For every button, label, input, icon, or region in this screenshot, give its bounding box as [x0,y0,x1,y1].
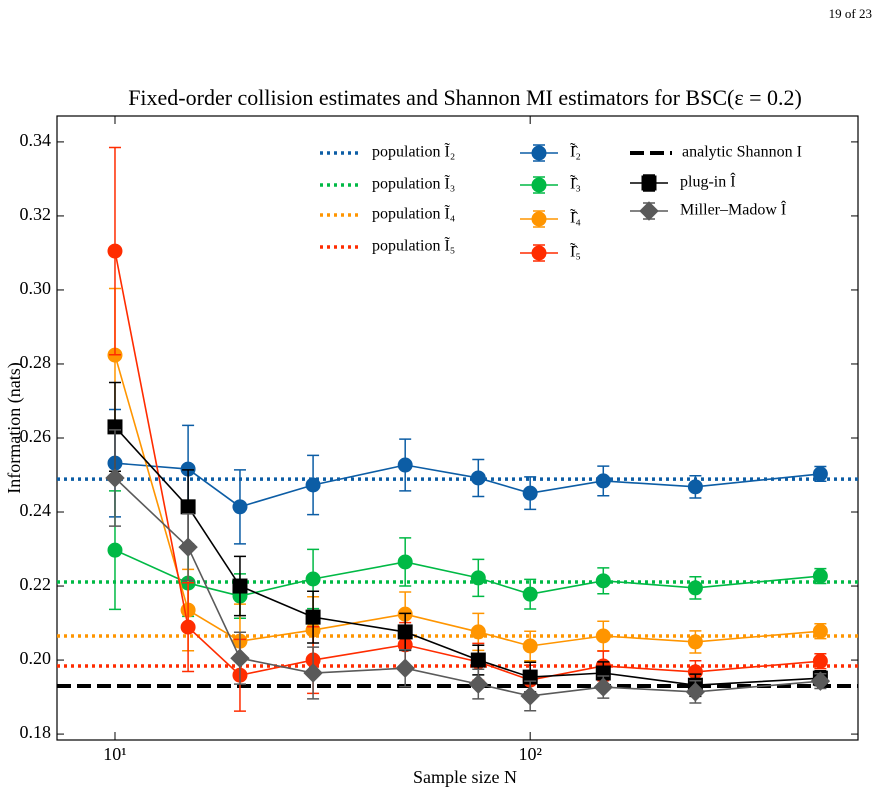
legend-label: plug-in Î [680,172,736,191]
data-point [470,652,486,668]
data-point [178,537,198,557]
series-line [114,462,821,508]
legend-label: population Ĩ₃ [372,175,455,193]
data-point [520,686,540,706]
data-point [468,674,489,694]
data-point [395,658,415,678]
legend-label: analytic Shannon I [682,144,802,161]
series-line [114,426,821,687]
data-point [470,570,486,586]
data-point [397,457,413,473]
legend-label: population Ĩ₅ [372,237,455,255]
series-line [114,549,821,597]
data-point [685,682,706,702]
series-line [114,250,821,681]
data-point [230,648,250,668]
legend-label: population Ĩ₄ [372,205,456,223]
data-point [812,568,828,584]
data-point [180,499,196,515]
data-point [232,499,248,515]
plot-frame [56,115,859,741]
chart-title: Fixed-order collision estimates and Shan… [128,85,802,110]
data-point [687,634,703,650]
y-tick-label: 0.24 [20,500,52,520]
x-axis-label: Sample size N [413,767,517,787]
y-tick-label: 0.26 [20,426,52,446]
data-point [305,609,321,625]
data-point [687,580,703,596]
data-point [232,578,248,594]
legend-marker [641,175,657,191]
data-point [810,671,831,691]
legend-label: Ĩ̂₅ [570,243,581,261]
legend-label: population Ĩ₂ [372,143,455,161]
data-point [397,554,413,570]
page-number: 19 of 23 [829,6,872,21]
data-point [595,473,611,489]
legend-label: Miller–Madow Î [680,200,787,219]
y-tick-label: 0.22 [20,574,52,594]
legend-marker [531,145,547,161]
data-point [107,243,123,259]
data-point [593,677,613,697]
data-point [305,477,321,493]
x-tick-label: 10² [518,744,541,764]
y-tick-label: 0.18 [20,722,52,742]
x-tick-label: 10¹ [103,744,126,764]
data-point [812,653,828,669]
data-point [812,623,828,639]
data-point [105,468,125,488]
legend-marker [531,211,547,227]
legend-label: Ĩ̂₃ [570,175,581,193]
data-point [595,573,611,589]
data-point [687,479,703,495]
series-line [114,477,821,697]
y-tick-label: 0.30 [20,278,52,298]
data-point [595,628,611,644]
legend-marker [639,201,659,221]
y-tick-label: 0.34 [20,130,52,150]
data-point [470,470,486,486]
data-point [522,586,538,602]
data-point [522,638,538,654]
data-point [180,619,196,635]
legend-label: Ĩ̂₂ [570,143,581,161]
y-tick-label: 0.20 [20,648,52,668]
y-tick-label: 0.28 [20,352,52,372]
legend-marker [531,177,547,193]
legend-label: Ĩ̂₄ [570,209,581,227]
data-point [303,663,323,683]
y-tick-label: 0.32 [20,204,52,224]
y-axis-label: Information (nats) [4,362,25,493]
data-point [522,485,538,501]
data-point [812,466,828,482]
data-point [107,542,123,558]
series-line [114,354,821,647]
data-point [305,571,321,587]
data-point [470,624,486,640]
legend-marker [531,245,547,261]
data-point [397,624,413,640]
